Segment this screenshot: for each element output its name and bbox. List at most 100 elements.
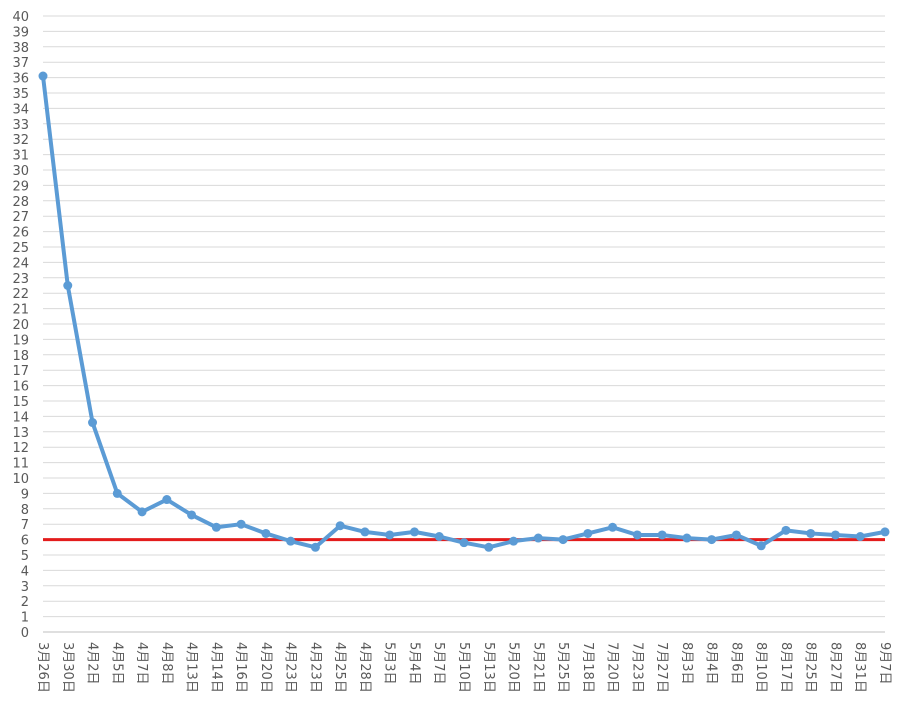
x-tick-label: 4月25日 — [332, 642, 347, 693]
x-tick-label: 5月10日 — [456, 642, 471, 693]
y-tick-label: 35 — [12, 87, 29, 102]
y-tick-label: 5 — [21, 549, 29, 564]
x-tick-label: 5月25日 — [555, 642, 570, 693]
y-tick-label: 2 — [21, 595, 29, 610]
gridlines — [43, 15, 885, 633]
x-tick-label: 8月31日 — [852, 642, 867, 693]
y-tick-label: 32 — [12, 133, 29, 148]
x-tick-label: 4月7日 — [134, 642, 149, 685]
data-point — [459, 538, 469, 548]
x-tick-label: 4月14日 — [208, 642, 223, 693]
y-tick-label: 38 — [12, 41, 29, 56]
x-tick-label: 5月13日 — [481, 642, 496, 693]
x-tick-label: 5月4日 — [406, 642, 421, 685]
series-layer — [38, 71, 890, 552]
x-tick-label: 7月23日 — [629, 642, 644, 693]
data-point — [509, 536, 519, 546]
data-point — [38, 71, 48, 81]
data-point — [608, 522, 618, 532]
y-tick-label: 8 — [21, 503, 29, 518]
x-tick-label: 8月17日 — [778, 642, 793, 693]
y-tick-label: 11 — [12, 457, 29, 472]
x-tick-label: 8月25日 — [803, 642, 818, 693]
y-tick-label: 39 — [12, 25, 29, 40]
data-point — [632, 530, 642, 540]
data-point — [385, 530, 395, 540]
y-axis: 0123456789101112131415161718192021222324… — [12, 10, 29, 641]
y-tick-label: 10 — [12, 472, 29, 487]
x-tick-label: 7月20日 — [605, 642, 620, 693]
series-line — [41, 74, 887, 550]
data-point — [261, 528, 271, 538]
y-tick-label: 17 — [12, 364, 29, 379]
y-tick-label: 18 — [12, 349, 29, 364]
y-tick-label: 0 — [21, 626, 29, 641]
x-tick-label: 4月16日 — [233, 642, 248, 693]
data-point — [855, 532, 865, 542]
x-tick-label: 7月27日 — [654, 642, 669, 693]
data-point — [583, 528, 593, 538]
data-point — [657, 530, 667, 540]
x-axis: 3月26日 3月30日 4月2日 4月5日 4月7日 4月8日 4月13日 4月14日 4月16… — [35, 642, 892, 693]
x-tick-label: 8月3日 — [679, 642, 694, 685]
y-tick-label: 15 — [12, 395, 29, 410]
data-point — [409, 527, 419, 537]
x-tick-label: 4月23日 — [283, 642, 298, 693]
y-tick-label: 40 — [12, 10, 29, 25]
data-point — [880, 527, 890, 537]
y-tick-label: 7 — [21, 518, 29, 533]
data-point — [88, 418, 98, 428]
x-tick-label: 8月4日 — [704, 642, 719, 685]
y-tick-label: 12 — [12, 441, 29, 456]
y-tick-label: 24 — [12, 256, 29, 271]
data-point — [682, 533, 692, 543]
y-tick-label: 13 — [12, 426, 29, 441]
x-tick-label: 4月28日 — [357, 642, 372, 693]
data-point — [137, 507, 147, 517]
x-tick-label: 5月3日 — [382, 642, 397, 685]
y-tick-label: 37 — [12, 56, 29, 71]
data-point — [211, 522, 221, 532]
y-tick-label: 28 — [12, 195, 29, 210]
data-point — [484, 542, 494, 552]
y-tick-label: 36 — [12, 72, 29, 87]
y-tick-label: 9 — [21, 487, 29, 502]
data-point — [236, 519, 246, 529]
data-point — [187, 510, 197, 520]
y-tick-label: 16 — [12, 380, 29, 395]
data-point — [63, 281, 73, 290]
y-tick-label: 34 — [12, 102, 29, 117]
data-point — [533, 533, 543, 543]
y-tick-label: 26 — [12, 226, 29, 241]
y-tick-label: 19 — [12, 333, 29, 348]
data-point — [434, 532, 444, 542]
x-tick-label: 4月13日 — [184, 642, 199, 693]
x-tick-label: 4月20日 — [258, 642, 273, 693]
data-point — [310, 542, 320, 552]
y-tick-label: 33 — [12, 118, 29, 133]
y-tick-label: 20 — [12, 318, 29, 333]
data-point — [707, 535, 717, 545]
x-tick-label: 5月7日 — [431, 642, 446, 685]
x-tick-label: 8月27日 — [827, 642, 842, 693]
y-tick-label: 27 — [12, 210, 29, 225]
x-tick-label: 3月30日 — [60, 642, 75, 693]
x-tick-label: 5月20日 — [506, 642, 521, 693]
data-point — [806, 528, 816, 538]
x-tick-label: 8月10日 — [753, 642, 768, 693]
data-point — [112, 488, 122, 498]
data-point — [335, 521, 345, 531]
x-tick-label: 4月5日 — [109, 642, 124, 685]
x-tick-label: 3月26日 — [35, 642, 50, 693]
y-tick-label: 30 — [12, 164, 29, 179]
data-point — [558, 535, 568, 545]
x-tick-label: 5月21日 — [530, 642, 545, 693]
x-tick-label: 8月6日 — [728, 642, 743, 685]
data-point — [756, 541, 766, 551]
x-tick-label: 7月18日 — [580, 642, 595, 693]
y-tick-label: 1 — [21, 611, 29, 626]
y-tick-label: 22 — [12, 287, 29, 302]
data-point — [830, 530, 840, 540]
x-tick-label: 9月7日 — [877, 642, 892, 685]
